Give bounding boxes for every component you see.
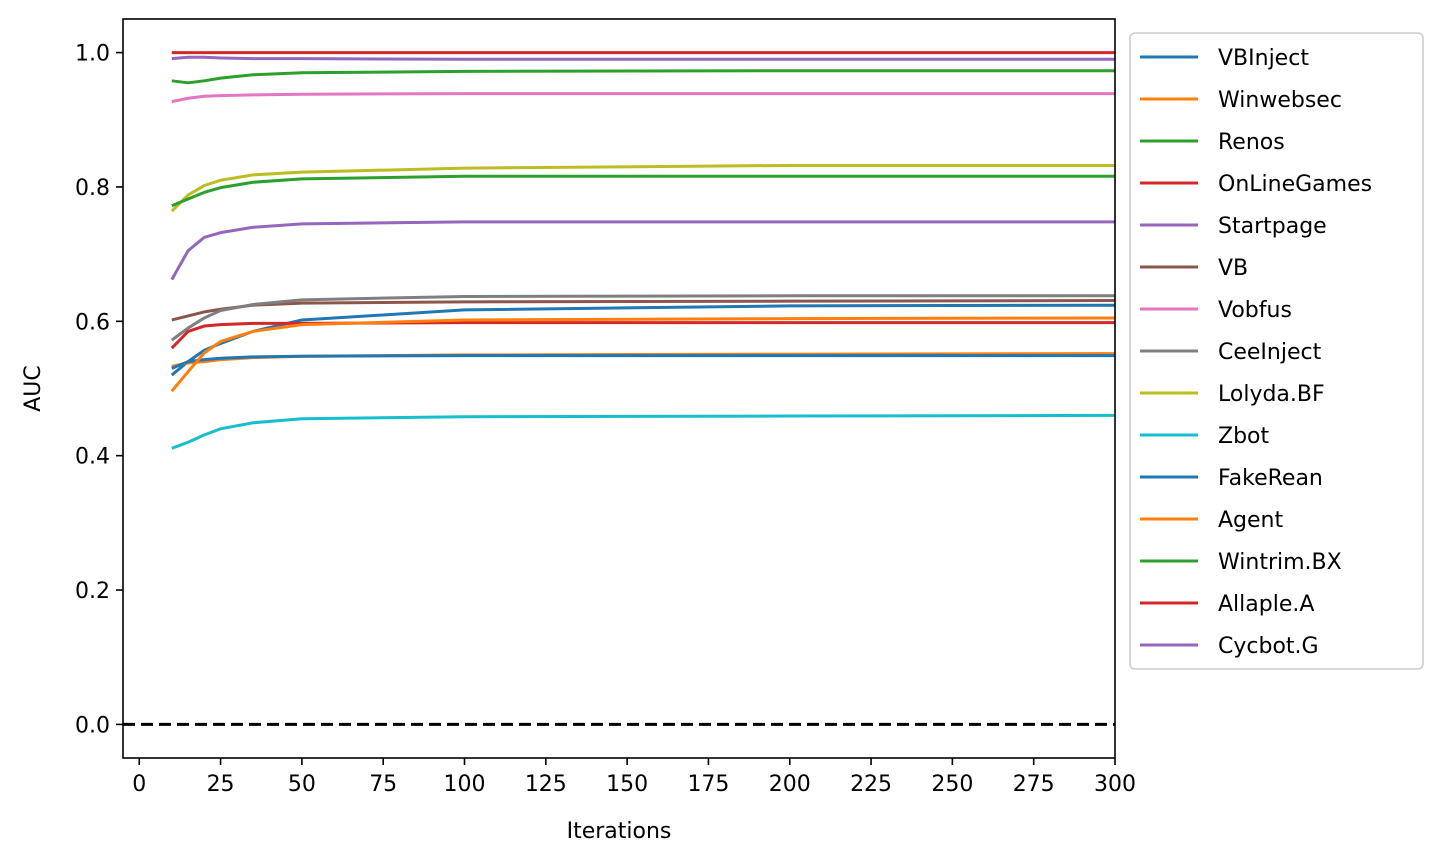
x-tick-label: 275 — [1013, 772, 1055, 797]
series-line-startpage — [170, 220, 1115, 281]
y-tick-label: 0.0 — [75, 713, 110, 738]
series-line-agent — [170, 316, 1115, 393]
x-tick-label: 25 — [207, 772, 235, 797]
series-line-renos — [171, 69, 1115, 85]
x-tick-label: 175 — [687, 772, 729, 797]
series-layer — [123, 51, 1115, 726]
legend-label: VBInject — [1218, 46, 1309, 71]
x-tick-label: 75 — [369, 772, 397, 797]
series-line-wintrim-bx — [171, 174, 1115, 208]
legend-label: Winwebsec — [1218, 88, 1342, 113]
series-line-lolyda-bf — [170, 163, 1115, 213]
legend-label: CeeInject — [1218, 340, 1322, 365]
legend-label: Agent — [1218, 508, 1283, 533]
y-tick-label: 0.6 — [75, 310, 110, 335]
series-line-vbinject — [170, 303, 1115, 377]
series-line-zbot — [171, 413, 1115, 450]
y-tick-label: 0.4 — [75, 445, 110, 470]
plot-area — [123, 51, 1115, 726]
x-tick-label: 300 — [1094, 772, 1136, 797]
series-line-onlinegames — [170, 321, 1115, 350]
legend-label: OnLineGames — [1218, 172, 1372, 197]
legend-label: Vobfus — [1218, 298, 1292, 323]
legend: VBInject Winwebsec Renos OnLineGames Startpa… — [1129, 32, 1424, 670]
plot-frame — [122, 18, 1116, 759]
legend-label: Cycbot.G — [1218, 634, 1319, 659]
series-line-fakerean — [171, 354, 1115, 370]
y-tick-label: 1.0 — [75, 42, 110, 67]
legend-label: Renos — [1218, 130, 1285, 155]
y-axis: 0.0 0.2 0.4 0.6 0.8 1.0 — [75, 42, 123, 738]
series-line-ceeinject — [170, 294, 1115, 342]
legend-label: VB — [1218, 256, 1248, 281]
legend-label: Startpage — [1218, 214, 1327, 239]
x-tick-label: 0 — [132, 772, 146, 797]
x-tick-label: 225 — [850, 772, 892, 797]
legend-label: Wintrim.BX — [1218, 550, 1342, 575]
x-tick-label: 250 — [931, 772, 973, 797]
legend-label: Zbot — [1218, 424, 1269, 449]
x-tick-label: 150 — [606, 772, 648, 797]
x-tick-label: 125 — [525, 772, 567, 797]
x-tick-label: 50 — [288, 772, 316, 797]
y-axis-label: AUC — [21, 365, 46, 412]
legend-label: Lolyda.BF — [1218, 382, 1325, 407]
x-axis: 0 25 50 75 100 125 150 175 200 225 250 275 300 — [132, 758, 1136, 797]
legend-label: Allaple.A — [1218, 592, 1314, 617]
x-axis-label: Iterations — [567, 819, 672, 844]
legend-box — [1129, 32, 1424, 670]
y-tick-label: 0.2 — [75, 579, 110, 604]
series-line-cycbot-g — [171, 55, 1115, 61]
series-line-vobfus — [171, 92, 1115, 104]
x-tick-label: 100 — [444, 772, 486, 797]
y-tick-label: 0.8 — [75, 176, 110, 201]
legend-label: FakeRean — [1218, 466, 1323, 491]
x-tick-label: 200 — [769, 772, 811, 797]
